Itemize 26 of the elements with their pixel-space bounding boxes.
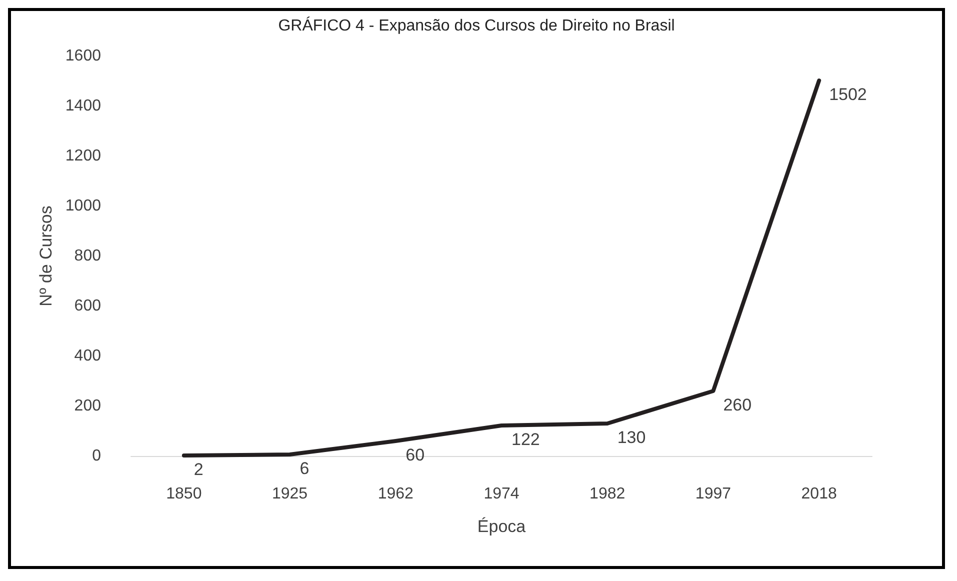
y-tick-label: 1400 <box>65 98 102 114</box>
y-tick-label: 1600 <box>65 48 102 64</box>
y-tick-label: 200 <box>74 398 102 414</box>
x-tick-label: 1850 <box>166 486 202 502</box>
y-tick-label: 1000 <box>65 198 102 214</box>
chart-title: GRÁFICO 4 - Expansão dos Cursos de Direito no Brasil <box>278 16 675 34</box>
y-tick-label: 0 <box>92 448 102 464</box>
x-tick-label: 1925 <box>272 486 308 502</box>
data-label: 1502 <box>829 85 867 104</box>
x-tick-label: 1962 <box>378 486 414 502</box>
x-tick-label: 1982 <box>590 486 626 502</box>
data-label: 60 <box>406 446 425 464</box>
y-tick-label: 400 <box>74 348 102 364</box>
data-label: 6 <box>300 459 310 478</box>
x-tick-label: 1974 <box>484 486 520 502</box>
data-label: 2 <box>194 460 204 479</box>
x-axis-title: Época <box>477 517 526 536</box>
data-label: 122 <box>512 430 540 449</box>
x-tick-label: 2018 <box>801 486 837 502</box>
y-axis-title: Nº de Cursos <box>36 206 56 306</box>
y-tick-label: 600 <box>74 298 102 314</box>
y-tick-label: 1200 <box>65 148 102 164</box>
data-label: 130 <box>617 428 646 447</box>
x-tick-label: 1997 <box>695 486 732 502</box>
y-tick-label: 800 <box>74 248 102 264</box>
data-label: 260 <box>723 396 752 414</box>
